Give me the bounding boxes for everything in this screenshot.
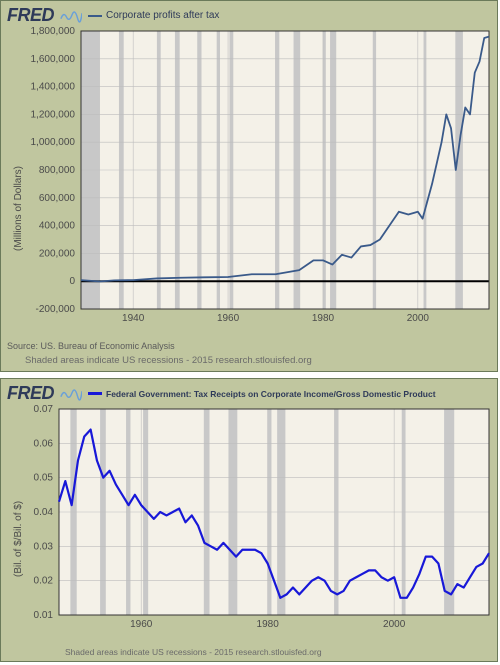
fred-logo: FRED <box>7 383 54 404</box>
chart2-header: FRED Federal Government: Tax Receipts on… <box>7 383 436 404</box>
svg-text:1960: 1960 <box>130 619 153 630</box>
svg-text:2000: 2000 <box>383 619 406 630</box>
svg-text:0: 0 <box>69 276 75 287</box>
chart2-plot: 1960198020000.010.020.030.040.050.060.07 <box>59 407 491 631</box>
chart2-svg: 1960198020000.010.020.030.040.050.060.07 <box>59 407 491 631</box>
chart-bg-2: FRED Federal Government: Tax Receipts on… <box>1 379 497 661</box>
svg-text:1960: 1960 <box>217 313 240 324</box>
chart1-plot: 1940196019802000-200,0000200,000400,0006… <box>81 29 491 325</box>
fred-logo: FRED <box>7 5 54 26</box>
svg-text:0.04: 0.04 <box>34 507 54 518</box>
chart-bg-1: FRED Corporate profits after tax (Millio… <box>1 1 497 371</box>
chart2-legend-label: Federal Government: Tax Receipts on Corp… <box>106 389 436 399</box>
svg-text:1940: 1940 <box>122 313 145 324</box>
svg-text:0.05: 0.05 <box>34 473 54 484</box>
svg-text:400,000: 400,000 <box>39 221 76 232</box>
svg-text:1980: 1980 <box>257 619 280 630</box>
chart1-source: Source: US. Bureau of Economic Analysis <box>7 341 175 351</box>
fred-wave-icon <box>60 387 82 401</box>
svg-text:1,800,000: 1,800,000 <box>31 26 76 37</box>
fred-wave-icon <box>60 9 82 23</box>
svg-text:0.01: 0.01 <box>34 610 54 621</box>
svg-text:1,000,000: 1,000,000 <box>31 137 76 148</box>
chart1-footnote: Shaded areas indicate US recessions - 20… <box>25 355 312 366</box>
svg-text:600,000: 600,000 <box>39 193 76 204</box>
svg-text:-200,000: -200,000 <box>36 304 76 315</box>
svg-text:2000: 2000 <box>407 313 430 324</box>
svg-text:200,000: 200,000 <box>39 248 76 259</box>
chart-panel-2: FRED Federal Government: Tax Receipts on… <box>0 378 498 662</box>
chart2-ylabel: (Bil. of $/Bil. of $) <box>13 501 24 577</box>
svg-text:1,400,000: 1,400,000 <box>31 82 76 93</box>
legend-swatch-1 <box>88 15 102 17</box>
chart2-legend: Federal Government: Tax Receipts on Corp… <box>88 389 436 399</box>
chart1-ylabel: (Millions of Dollars) <box>13 166 24 251</box>
svg-text:1,200,000: 1,200,000 <box>31 109 76 120</box>
chart2-footnote: Shaded areas indicate US recessions - 20… <box>65 647 322 657</box>
svg-text:0.06: 0.06 <box>34 438 54 449</box>
svg-text:0.07: 0.07 <box>34 404 54 415</box>
chart1-legend: Corporate profits after tax <box>88 10 219 21</box>
svg-text:1,600,000: 1,600,000 <box>31 54 76 65</box>
svg-text:0.03: 0.03 <box>34 541 54 552</box>
chart-panel-1: FRED Corporate profits after tax (Millio… <box>0 0 498 372</box>
legend-swatch-2 <box>88 392 102 395</box>
chart1-svg: 1940196019802000-200,0000200,000400,0006… <box>81 29 491 325</box>
svg-text:0.02: 0.02 <box>34 576 54 587</box>
svg-text:800,000: 800,000 <box>39 165 76 176</box>
chart1-header: FRED Corporate profits after tax <box>7 5 219 26</box>
chart1-legend-label: Corporate profits after tax <box>106 10 219 21</box>
svg-text:1980: 1980 <box>312 313 335 324</box>
